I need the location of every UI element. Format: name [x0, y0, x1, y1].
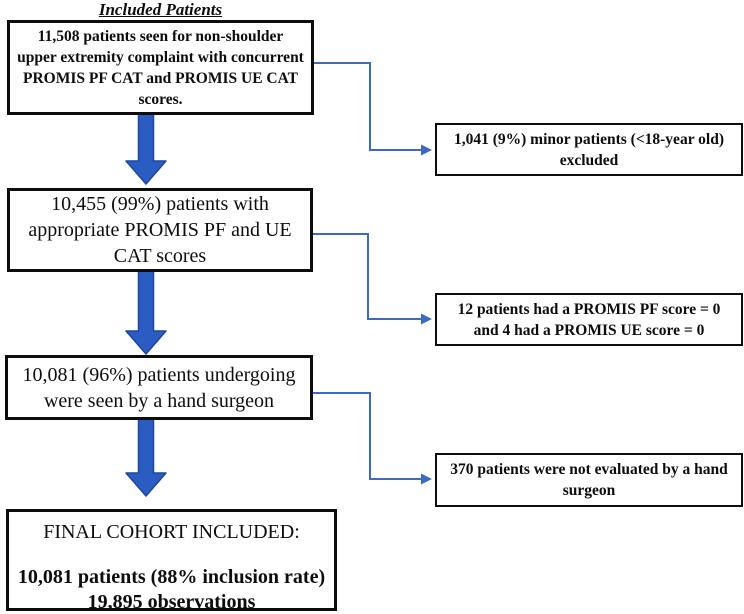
flow-box-step2-text: 10,455 (99%) patients with appropriate P…	[28, 193, 292, 267]
final-cohort-heading: FINAL COHORT INCLUDED:	[43, 521, 300, 543]
down-arrow-step2-to-step3	[125, 270, 167, 355]
connector-step1-to-minors	[313, 62, 421, 151]
diagram-title: Included Patients	[98, 0, 223, 19]
down-arrow-step3-to-final	[125, 418, 167, 497]
connector-arrowhead-zero-scores	[421, 313, 432, 325]
connector-arrowhead-no-surgeon	[421, 473, 432, 485]
flow-box-step2: 10,455 (99%) patients with appropriate P…	[7, 188, 313, 272]
flow-box-final-cohort: FINAL COHORT INCLUDED: 10,081 patients (…	[6, 509, 337, 613]
flow-box-step3-text: 10,081 (96%) patients undergoing were se…	[22, 363, 296, 412]
exclusion-box-minors-text: 1,041 (9%) minor patients (<18-year old)…	[453, 130, 725, 169]
down-arrow-step1-to-step2	[125, 113, 167, 185]
exclusion-box-no-surgeon-text: 370 patients were not evaluated by a han…	[450, 461, 728, 499]
final-cohort-stats: 10,081 patients (88% inclusion rate) 19,…	[17, 566, 326, 613]
exclusion-box-no-surgeon: 370 patients were not evaluated by a han…	[435, 453, 743, 507]
connector-step3-to-no-surgeon	[312, 392, 421, 480]
connector-step2-to-zero-scores	[312, 233, 421, 320]
flow-box-step1: 11,508 patients seen for non-shoulder up…	[7, 20, 314, 115]
exclusion-box-minors: 1,041 (9%) minor patients (<18-year old)…	[435, 123, 743, 176]
exclusion-box-zero-scores-text: 12 patients had a PROMIS PF score = 0 an…	[457, 300, 721, 339]
flow-box-step1-text: 11,508 patients seen for non-shoulder up…	[17, 27, 304, 108]
exclusion-box-zero-scores: 12 patients had a PROMIS PF score = 0 an…	[435, 293, 743, 346]
flow-box-step3: 10,081 (96%) patients undergoing were se…	[5, 355, 313, 420]
connector-arrowhead-minors	[421, 144, 432, 156]
